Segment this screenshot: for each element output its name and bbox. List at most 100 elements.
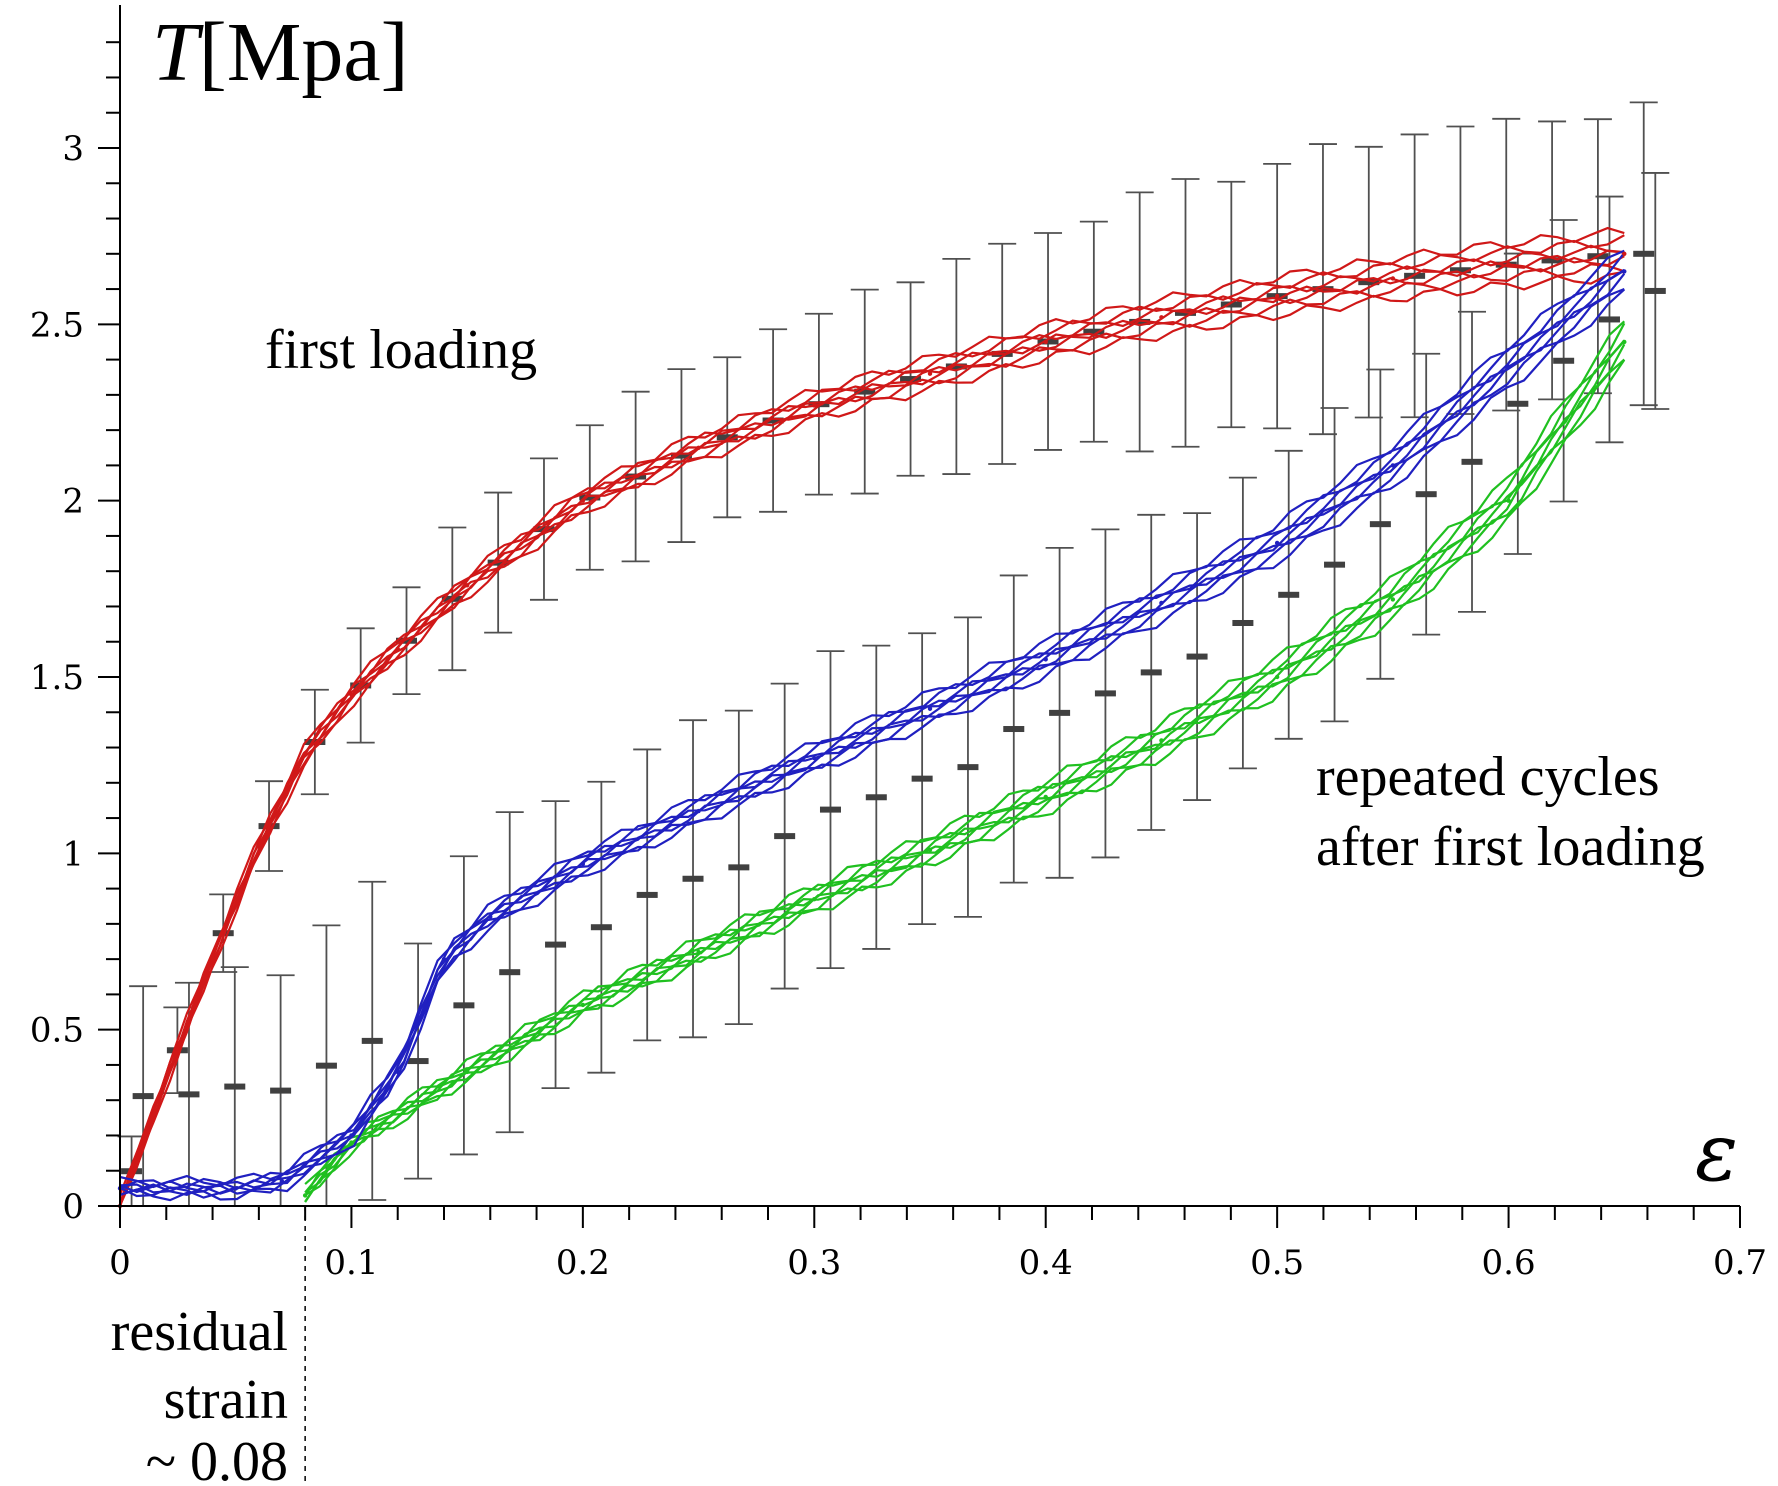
error-bar-repeated-cycles: [953, 616, 982, 918]
error-bars: [117, 101, 1670, 1207]
data-point-series-0: [696, 445, 701, 450]
error-bar-repeated-cycles: [1137, 513, 1166, 831]
series-repeated-loading-line: [119, 269, 1625, 1194]
data-point-series-2: [580, 1002, 586, 1008]
data-point-series-1: [1043, 657, 1048, 662]
error-bar-first-loading: [896, 281, 925, 477]
data-point-series-2: [1506, 498, 1511, 503]
x-tick-label: 0.6: [1482, 1243, 1536, 1283]
data-point-series-0: [210, 956, 215, 962]
y-tick-label: 0: [62, 1187, 84, 1227]
series-repeated-unloading-line: [304, 322, 1626, 1197]
series-repeated-loading-line: [119, 268, 1625, 1195]
error-bar-mean: [1553, 357, 1575, 364]
error-bar-mean: [1324, 561, 1346, 568]
data-point-series-0: [164, 1076, 169, 1082]
error-bar-mean: [957, 764, 979, 771]
series-repeated-loading-line: [119, 273, 1626, 1197]
data-point-series-2: [349, 1140, 354, 1145]
data-point-series-0: [464, 583, 470, 588]
error-bar-first-loading: [667, 368, 696, 543]
data-point-series-1: [349, 1133, 354, 1138]
error-bar-mean: [911, 775, 933, 782]
x-tick-label: 0.1: [324, 1243, 378, 1283]
error-bar-repeated-cycles: [541, 800, 570, 1090]
error-bar-repeated-cycles: [679, 719, 708, 1039]
data-point-series-1: [812, 755, 817, 761]
series-repeated-loading-line: [119, 252, 1626, 1190]
error-bar-repeated-cycles: [1595, 195, 1624, 444]
data-point-series-0: [395, 646, 400, 651]
error-bar-first-loading: [850, 288, 879, 495]
y-axis-symbol: T: [152, 6, 204, 99]
series-repeated-unloading-line: [304, 343, 1626, 1203]
error-bar-first-loading: [1629, 101, 1658, 407]
data-point-series-0: [1043, 339, 1048, 345]
error-bar-repeated-cycles: [633, 748, 662, 1042]
error-bar-mean: [900, 376, 922, 383]
y-tick-label: 3: [62, 129, 84, 169]
annotation-after-first-loading: after first loading: [1316, 816, 1705, 878]
series-repeated-unloading-line: [304, 339, 1626, 1194]
data-point-series-0: [1159, 315, 1164, 320]
data-point-series-2: [696, 949, 701, 955]
error-bar-repeated-cycles: [1320, 407, 1349, 723]
error-bar-mean: [1278, 591, 1300, 598]
error-bar-mean: [1541, 257, 1563, 264]
error-bar-first-loading: [1125, 191, 1154, 453]
data-point-series-1: [441, 956, 447, 962]
error-bar-mean: [1003, 726, 1025, 733]
y-tick-label: 1.5: [30, 658, 84, 698]
error-bar-mean: [407, 1058, 429, 1065]
series-first-loading-line: [118, 249, 1625, 1204]
error-bar-first-loading: [1034, 232, 1063, 451]
error-bar-repeated-cycles: [449, 855, 478, 1156]
data-point-series-2: [302, 1193, 308, 1198]
x-tick-label: 0.3: [787, 1243, 841, 1283]
error-bar-mean: [670, 452, 692, 459]
error-bar-mean: [396, 637, 418, 644]
curves: [117, 226, 1627, 1209]
data-point-series-0: [256, 844, 262, 849]
error-bar-repeated-cycles: [220, 966, 249, 1207]
error-bar-mean: [1094, 690, 1116, 697]
y-tick-label: 2.5: [30, 305, 84, 345]
data-point-series-1: [233, 1186, 238, 1191]
data-point-series-1: [279, 1179, 285, 1184]
data-point-series-1: [1274, 540, 1280, 546]
series-first-loading-line: [118, 255, 1625, 1207]
data-point-series-1: [580, 861, 586, 867]
error-bar-first-loading: [1217, 180, 1246, 429]
error-bar-repeated-cycles: [770, 682, 799, 990]
error-bar-mean: [1633, 250, 1655, 257]
data-point-series-1: [1506, 364, 1511, 369]
error-bar-mean: [682, 875, 704, 882]
data-point-series-0: [1506, 262, 1511, 267]
series-first-loading-line: [118, 234, 1625, 1207]
error-bar-mean: [945, 363, 967, 370]
error-bar-mean: [545, 941, 567, 948]
error-bar-first-loading: [759, 328, 788, 513]
error-bar-repeated-cycles: [1228, 476, 1257, 770]
error-bar-mean: [1358, 279, 1380, 286]
data-point-series-2: [1274, 674, 1280, 680]
error-bar-first-loading: [1538, 120, 1567, 401]
x-tick-label: 0.2: [556, 1243, 610, 1283]
y-tick-label: 1: [62, 834, 84, 874]
y-tick-label: 2: [62, 482, 84, 522]
series-first-loading-line: [118, 263, 1625, 1207]
error-bar-mean: [1037, 338, 1059, 345]
error-bar-mean: [636, 891, 658, 898]
data-point-series-2: [1622, 339, 1627, 345]
error-bar-repeated-cycles: [1274, 449, 1303, 740]
error-bar-first-loading: [942, 257, 971, 475]
error-bar-mean: [579, 494, 601, 501]
error-bar-mean: [774, 833, 796, 840]
error-bar-repeated-cycles: [404, 942, 433, 1180]
error-bar-mean: [453, 1002, 475, 1009]
axes: 0 0.1 0.2 0.3 0.4 0.5 0.6 0.7 0 0.5 1 1.5 2 2.5 3: [30, 5, 1767, 1486]
data-point-series-2: [927, 847, 933, 853]
error-bar-mean: [1232, 619, 1254, 626]
series-repeated-loading-line: [119, 288, 1626, 1202]
